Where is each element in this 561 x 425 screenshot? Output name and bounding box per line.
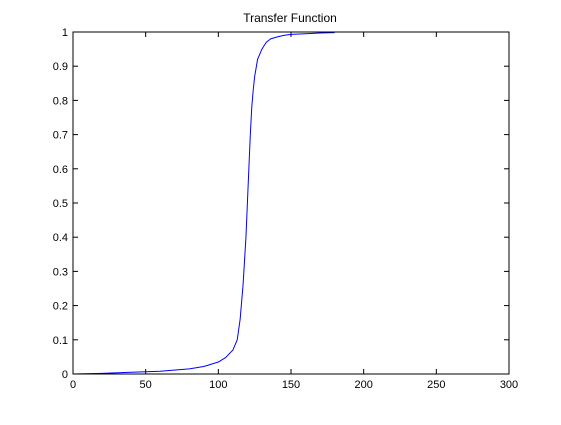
x-tick-label: 300	[500, 379, 518, 391]
y-tick-label: 0.1	[53, 335, 68, 347]
plot-area	[73, 32, 509, 374]
y-tick-label: 0.7	[53, 130, 68, 142]
y-tick-label: 0	[62, 369, 68, 381]
y-tick-label: 0.8	[53, 95, 68, 107]
series-line	[72, 32, 335, 375]
tick-labels: 0 50 100 150 200 250 300 0 0.1 0.2 0.3 0.4 0.5 0.6 0.7…	[53, 27, 518, 391]
y-tick-label: 0.5	[53, 198, 68, 210]
x-tick-label: 100	[209, 379, 227, 391]
y-tick-label: 0.4	[53, 232, 68, 244]
y-tick-label: 0.6	[53, 164, 68, 176]
x-tick-label: 250	[427, 379, 445, 391]
series-layer	[72, 32, 335, 375]
y-tick-label: 1	[62, 27, 68, 39]
axes-box	[72, 31, 510, 375]
chart-title: Transfer Function	[243, 11, 337, 25]
x-tick-label: 50	[140, 379, 152, 391]
y-tick-label: 0.2	[53, 301, 68, 313]
x-tick-label: 200	[354, 379, 372, 391]
x-tick-label: 0	[70, 379, 76, 391]
y-tick-label: 0.9	[53, 61, 68, 73]
x-tick-label: 150	[282, 379, 300, 391]
y-tick-label: 0.3	[53, 266, 68, 278]
